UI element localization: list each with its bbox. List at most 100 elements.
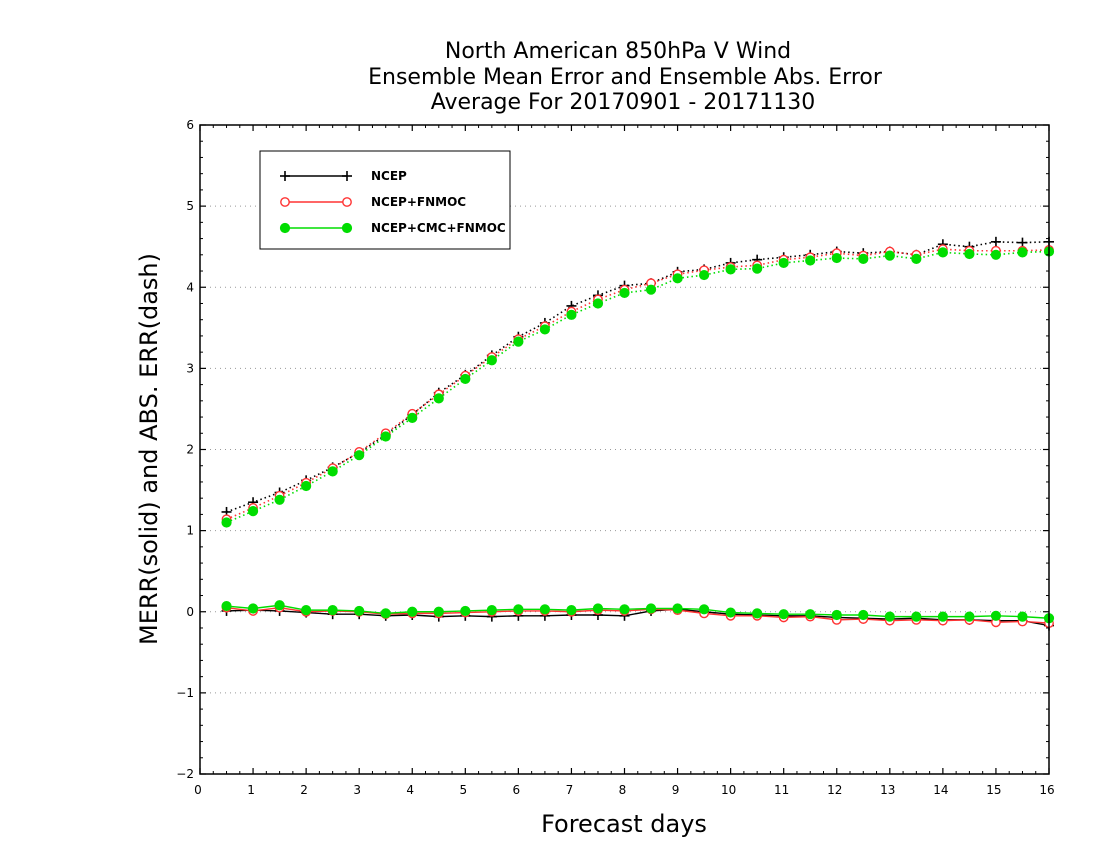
- abs-error-point: [937, 247, 948, 258]
- abs-error-point: [301, 480, 312, 492]
- abs-error-point: [911, 253, 922, 264]
- mean-error-point: [778, 609, 789, 620]
- abs-error-point: [247, 506, 259, 517]
- abs-error-point: [725, 264, 736, 275]
- series-ncep-cmc-fnmoc: [221, 246, 1055, 624]
- abs-error-point: [327, 466, 338, 477]
- mean-error-point: [725, 607, 736, 618]
- x-tick-label: 7: [566, 783, 574, 797]
- legend-label: NCEP+CMC+FNMOC: [371, 221, 506, 235]
- abs-error-point: [858, 253, 869, 264]
- abs-error-point: [274, 494, 285, 505]
- mean-error-point: [805, 609, 816, 620]
- legend-marker: [280, 171, 290, 181]
- mean-error-point: [247, 603, 259, 614]
- x-tick-label: 15: [986, 783, 1001, 797]
- mean-error-point: [301, 605, 312, 616]
- legend-marker: [280, 197, 290, 207]
- x-tick-label: 4: [406, 783, 414, 797]
- abs-error-line: [226, 250, 1050, 524]
- x-tick-label: 13: [880, 783, 895, 797]
- mean-error-point: [460, 605, 471, 617]
- legend-box: [259, 150, 511, 250]
- x-tick-label: 0: [194, 783, 202, 797]
- mean-error-point: [964, 611, 975, 622]
- abs-error-line: [226, 241, 1050, 513]
- y-tick-label: −1: [176, 686, 194, 700]
- mean-error-point: [698, 604, 710, 615]
- abs-error-line: [226, 248, 1050, 521]
- mean-error-point: [221, 600, 232, 612]
- abs-error-point: [1017, 247, 1028, 258]
- x-tick-label: 6: [513, 783, 521, 797]
- legend-entry: NCEP+CMC+FNMOC: [279, 221, 506, 235]
- legend-entry: NCEP+FNMOC: [280, 195, 466, 209]
- x-tick-label: 11: [774, 783, 789, 797]
- legend: NCEP NCEP+FNMOC NCEP+CMC+FNMOC: [259, 150, 511, 250]
- y-tick-label: 1: [186, 524, 194, 538]
- mean-error-point: [619, 604, 630, 615]
- y-tick-label: 2: [186, 443, 194, 457]
- mean-error-point: [274, 600, 285, 611]
- x-tick-label: 2: [300, 783, 308, 797]
- mean-error-point: [354, 605, 365, 617]
- y-tick-label: −2: [176, 767, 194, 781]
- x-tick-label: 16: [1039, 783, 1054, 797]
- x-axis-label: Forecast days: [541, 810, 707, 838]
- abs-error-point: [805, 255, 816, 266]
- series-lines: [221, 236, 1055, 631]
- legend-label: NCEP: [371, 169, 407, 183]
- abs-error-point: [433, 393, 444, 404]
- mean-error-point: [407, 606, 418, 617]
- mean-error-point: [752, 608, 763, 619]
- mean-error-point: [645, 603, 657, 614]
- mean-error-point: [911, 611, 922, 622]
- abs-error-point: [566, 309, 577, 320]
- chart-title-line-2: Ensemble Mean Error and Ensemble Abs. Er…: [368, 65, 883, 90]
- abs-error-point: [884, 250, 895, 261]
- y-tick-label: 4: [186, 280, 194, 294]
- legend-marker: [279, 222, 291, 234]
- mean-error-point: [592, 603, 604, 614]
- abs-error-point: [380, 431, 391, 442]
- abs-error-point: [354, 450, 365, 461]
- mean-error-point: [858, 609, 869, 621]
- x-tick-label: 3: [353, 783, 361, 797]
- mean-error-point: [486, 605, 497, 616]
- chart-title-line-3: Average For 20170901 - 20171130: [431, 90, 816, 115]
- abs-error-point: [645, 284, 657, 295]
- mean-error-point: [380, 608, 391, 619]
- legend-marker: [342, 171, 352, 181]
- abs-error-point: [990, 249, 1002, 260]
- mean-error-point: [1017, 611, 1028, 622]
- mean-error-point: [327, 605, 338, 616]
- abs-error-point: [221, 517, 232, 528]
- mean-error-point: [566, 605, 577, 616]
- y-tick-label: 3: [186, 361, 194, 375]
- abs-error-point: [778, 257, 789, 269]
- abs-error-point: [592, 298, 604, 309]
- abs-error-point: [752, 263, 763, 274]
- mean-error-point: [937, 611, 948, 622]
- y-tick-label: 5: [186, 199, 194, 213]
- mean-error-point: [884, 611, 895, 622]
- abs-error-point: [486, 355, 497, 366]
- x-tick-label: 14: [933, 783, 948, 797]
- mean-error-point: [433, 606, 444, 617]
- mean-error-point: [831, 609, 842, 621]
- series-ncep-fnmoc: [221, 244, 1054, 629]
- abs-error-point: [513, 336, 524, 347]
- y-tick-label: 0: [186, 605, 194, 619]
- mean-error-point: [539, 604, 551, 615]
- abs-error-point: [407, 412, 418, 423]
- mean-error-point: [513, 604, 524, 615]
- y-tick-label: 6: [186, 118, 194, 132]
- abs-error-point: [619, 287, 630, 299]
- series-ncep: [221, 236, 1054, 631]
- abs-error-point: [990, 236, 1001, 247]
- mean-error-point: [672, 603, 683, 614]
- x-tick-label: 12: [827, 783, 842, 797]
- abs-error-point: [460, 373, 471, 385]
